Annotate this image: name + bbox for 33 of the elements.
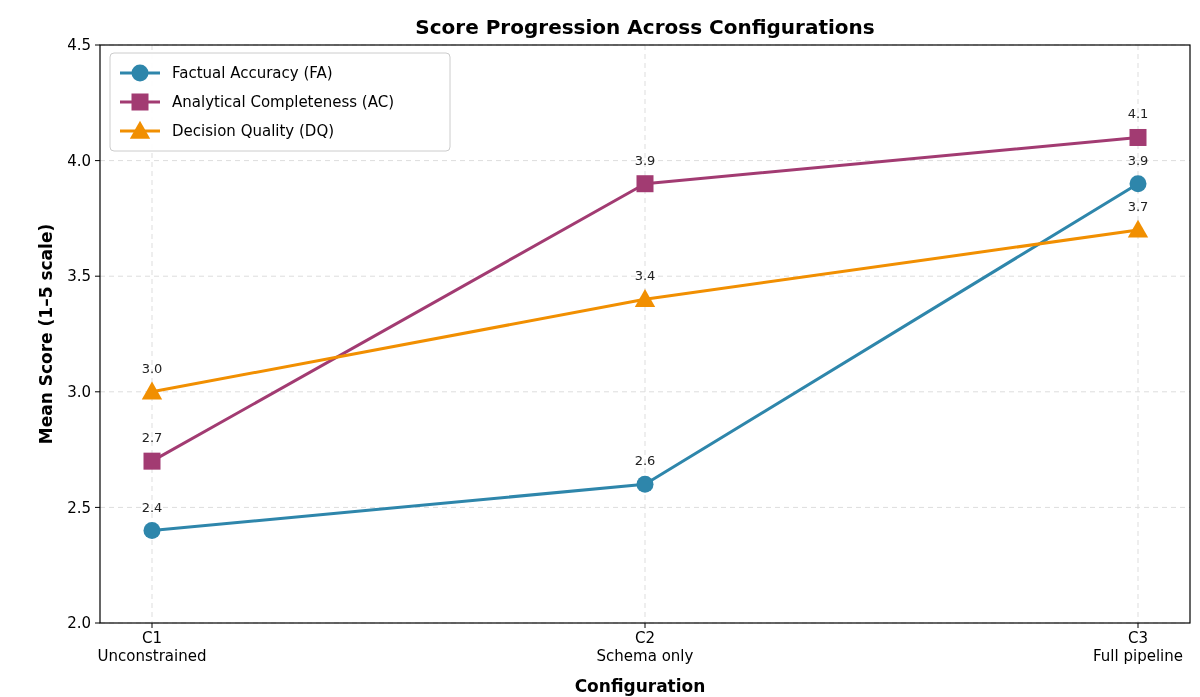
point	[1129, 128, 1147, 146]
data-label: 3.0	[141, 360, 163, 376]
point	[634, 289, 656, 307]
data-label: 3.9	[1127, 152, 1149, 168]
legend-label: Analytical Completeness (AC)	[172, 93, 395, 112]
y-tick-label: 3.0	[67, 383, 91, 402]
point	[1129, 175, 1147, 193]
y-tick-label: 4.5	[67, 36, 91, 55]
point	[636, 475, 654, 493]
legend-label: Decision Quality (DQ)	[172, 122, 335, 141]
y-tick-label: 4.0	[67, 151, 91, 170]
chart-title: Score Progression Across Configurations	[415, 15, 875, 39]
x-tick-label: C1 Unconstrained	[97, 629, 207, 665]
data-label: 2.7	[141, 430, 163, 446]
legend-label: Factual Accuracy (FA)	[172, 64, 333, 83]
data-label: 3.7	[1127, 198, 1149, 214]
data-label: 3.4	[634, 268, 656, 284]
y-tick-label: 3.5	[67, 267, 91, 286]
x-tick-label: C3 Full pipeline	[1093, 629, 1183, 665]
y-tick-label: 2.0	[67, 614, 91, 633]
x-axis-title: Configuration	[574, 676, 706, 696]
data-label: 2.4	[141, 499, 163, 515]
point	[141, 381, 163, 400]
point	[636, 175, 654, 193]
point	[143, 452, 161, 470]
point	[1127, 219, 1149, 238]
y-axis-title: Mean Score (1–5 scale)	[36, 223, 56, 445]
data-label: 3.9	[634, 152, 656, 168]
x-tick-label: C2 Schema only	[596, 629, 694, 665]
point	[143, 522, 161, 540]
y-tick-label: 2.5	[67, 498, 91, 517]
data-label: 4.1	[1127, 106, 1149, 122]
data-label: 2.6	[634, 453, 656, 469]
